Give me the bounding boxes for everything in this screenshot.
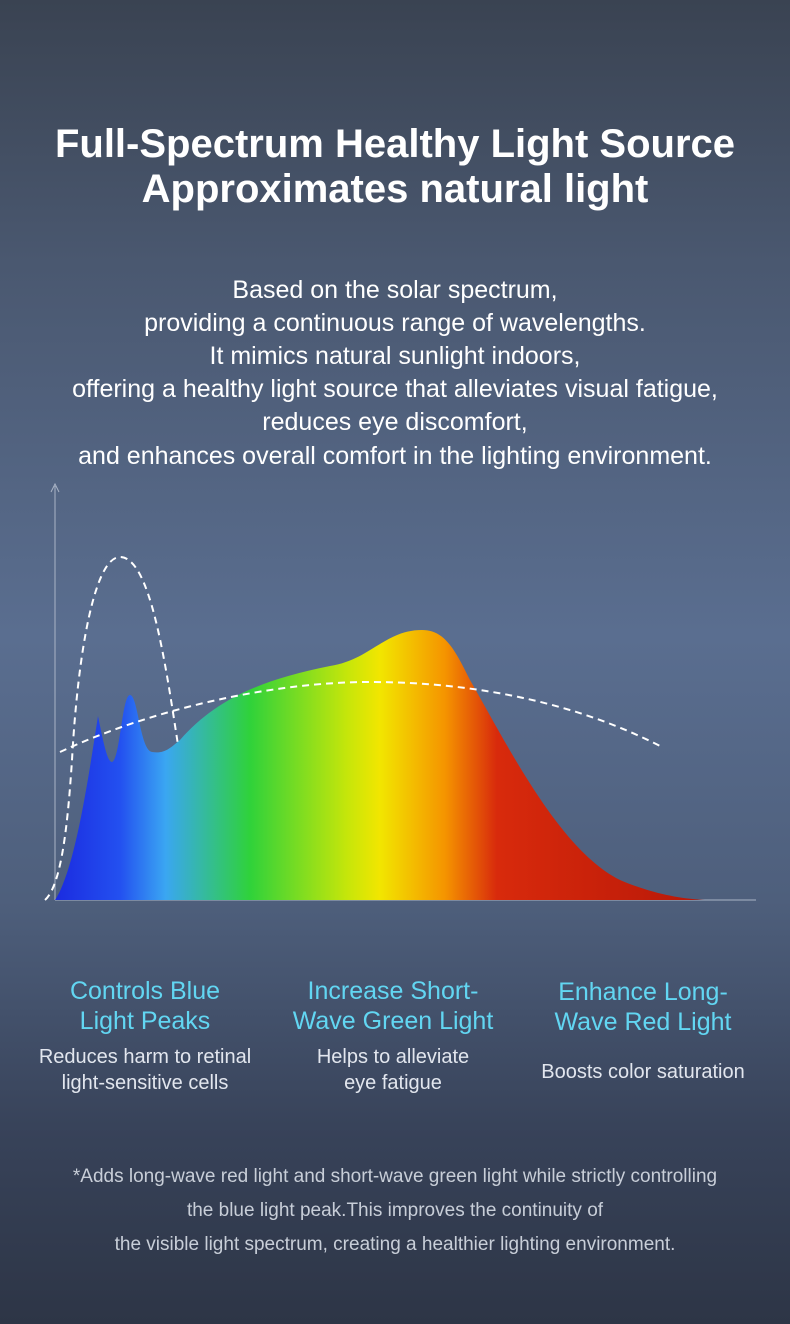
footnote-line: the visible light spectrum, creating a h… — [114, 1234, 676, 1255]
feature-title: Increase Short- — [307, 977, 479, 1005]
feature: Enhance Long- Wave Red Light Boosts colo… — [513, 977, 773, 1085]
intro-line: providing a continuous range of waveleng… — [144, 309, 646, 337]
footnote-line: the blue light peak.This improves the co… — [186, 1200, 604, 1221]
feature-description: Reduces harm to retinal — [38, 1046, 252, 1068]
feature-description: light-sensitive cells — [61, 1072, 229, 1094]
feature-title: Controls Blue — [69, 977, 221, 1005]
title-line: Approximates natural light — [141, 167, 649, 211]
feature-title: Light Peaks — [79, 1007, 211, 1035]
feature: Increase Short- Wave Green Light Helps t… — [263, 976, 523, 1096]
spectrum-illustration — [44, 482, 756, 901]
feature-title: Wave Red Light — [554, 1008, 732, 1036]
feature-description: Helps to alleviate — [316, 1046, 470, 1068]
feature-description: Boosts color saturation — [541, 1061, 745, 1083]
feature-title: Wave Green Light — [292, 1007, 494, 1035]
feature-description: eye fatigue — [344, 1072, 442, 1094]
intro-line: Based on the solar spectrum, — [232, 276, 558, 304]
axis-arrow — [50, 482, 60, 493]
feature: Controls Blue Light Peaks Reduces harm t… — [15, 976, 275, 1096]
footnote-line: *Adds long-wave red light and short-wave… — [72, 1166, 718, 1187]
intro-line: offering a healthy light source that all… — [72, 375, 718, 403]
sunlight-curve — [59, 680, 661, 753]
intro-line: and enhances overall comfort in the ligh… — [78, 442, 712, 470]
feature-title: Enhance Long- — [558, 978, 728, 1006]
title-line: Full-Spectrum Healthy Light Source — [54, 122, 736, 166]
intro-line: It mimics natural sunlight indoors, — [209, 342, 581, 370]
blue-peak-curve — [44, 555, 179, 901]
intro-line: reduces eye discomfort, — [262, 408, 528, 436]
spectrum-area — [55, 630, 705, 900]
